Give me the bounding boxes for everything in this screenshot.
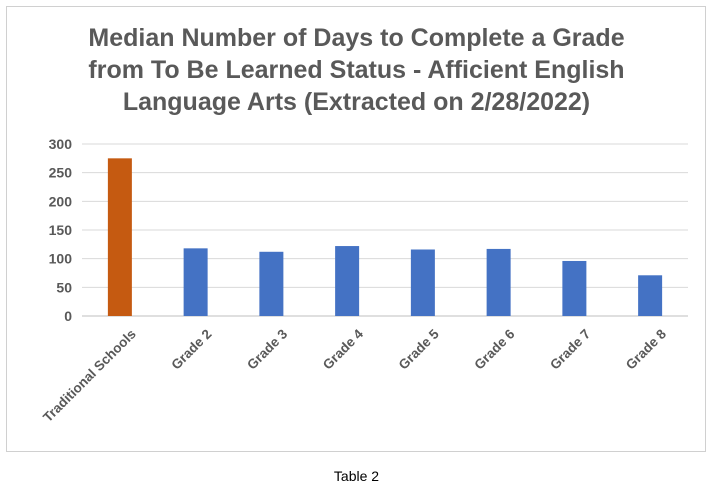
y-tick-label: 0 xyxy=(64,308,72,324)
bar-grade-3 xyxy=(259,251,284,316)
x-tick-label: Grade 6 xyxy=(471,326,518,373)
y-tick-label: 250 xyxy=(49,165,73,181)
bar-grade-7 xyxy=(562,260,587,316)
bar-grade-8 xyxy=(638,275,663,316)
chart-title-line-3: Language Arts (Extracted on 2/28/2022) xyxy=(122,88,591,116)
x-tick-label: Grade 3 xyxy=(244,326,291,373)
bar-grade-2 xyxy=(183,248,208,316)
y-tick-label: 150 xyxy=(49,222,73,238)
x-tick-label: Grade 8 xyxy=(623,326,670,373)
bars xyxy=(107,158,663,316)
bar-traditional-schools xyxy=(107,158,132,316)
x-tick-label: Grade 2 xyxy=(168,326,214,372)
bar-grade-4 xyxy=(335,246,360,316)
y-tick-label: 300 xyxy=(49,136,73,152)
y-tick-label: 200 xyxy=(49,193,73,209)
gridlines xyxy=(82,143,688,317)
table-caption: Table 2 xyxy=(333,468,380,484)
chart-title-line-2: from To Be Learned Status - Afficient En… xyxy=(88,56,625,84)
bar-grade-6 xyxy=(486,248,511,316)
y-axis-ticks: 0 50 100 150 200 250 300 xyxy=(49,136,73,324)
bar-grade-5 xyxy=(410,249,435,316)
x-tick-label: Grade 5 xyxy=(396,326,443,373)
x-tick-label: Grade 7 xyxy=(547,326,593,372)
x-tick-label: Traditional Schools xyxy=(40,326,139,425)
x-tick-label: Grade 4 xyxy=(320,326,367,373)
y-tick-label: 50 xyxy=(56,279,72,295)
y-tick-label: 100 xyxy=(49,251,73,267)
chart-title-line-1: Median Number of Days to Complete a Grad… xyxy=(88,24,625,52)
chart-title: Median Number of Days to Complete a Grad… xyxy=(0,22,713,118)
x-axis-ticks: Traditional Schools Grade 2 Grade 3 Grade 4… xyxy=(40,326,669,425)
